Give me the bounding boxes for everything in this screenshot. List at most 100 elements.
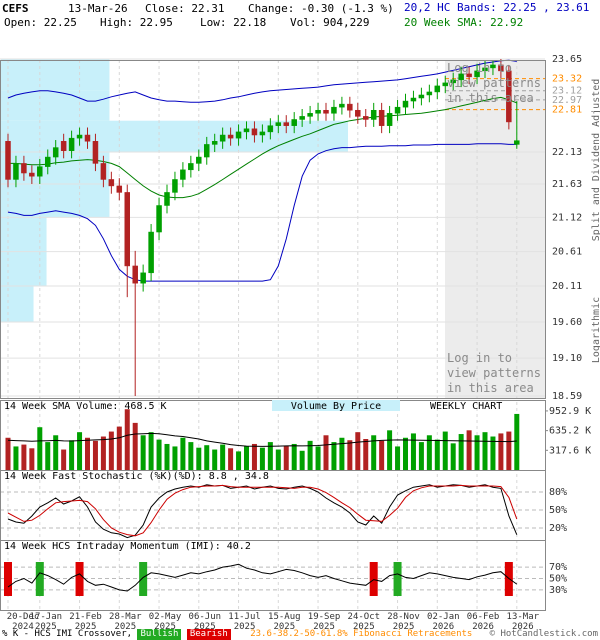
- candle-body: [211, 141, 218, 145]
- y-tick-label: 317.6 K: [549, 445, 591, 456]
- candle-body: [363, 116, 369, 120]
- volume-bar: [5, 437, 11, 470]
- volume-bar: [204, 445, 210, 470]
- vbp-label-bg: [272, 400, 400, 411]
- locked-region: [445, 60, 545, 398]
- x-tick-label: 13-Mar 2026: [506, 612, 540, 632]
- side-label: Split and Dividend Adjusted: [591, 79, 600, 242]
- candle-body: [196, 156, 202, 164]
- candle-body: [84, 134, 91, 142]
- volume-bar: [212, 449, 218, 470]
- volume: Vol: 904,229: [290, 16, 369, 29]
- candle-body: [21, 163, 27, 174]
- volume-bar: [196, 447, 202, 470]
- volume-bar: [228, 448, 234, 470]
- y-tick-label: 50%: [549, 574, 567, 585]
- crossover-signal: [393, 562, 402, 596]
- weekly-label: WEEKLY CHART: [430, 401, 502, 412]
- x-tick-label: 28-Nov 2025: [387, 612, 420, 632]
- volume-bar: [514, 413, 520, 470]
- volume-bar: [339, 437, 345, 470]
- candle-body: [283, 122, 289, 126]
- x-tick-label: 06-Feb 2026: [466, 612, 500, 632]
- crossover-signal: [35, 562, 44, 596]
- open: Open: 22.25: [4, 16, 77, 29]
- volume-bar: [164, 443, 170, 470]
- candle-body: [434, 85, 441, 93]
- candle-body: [116, 185, 123, 193]
- candle-body: [45, 156, 51, 167]
- volume-bar: [156, 439, 162, 470]
- y-tick-label: 20.11: [552, 281, 582, 292]
- candle-body: [450, 79, 456, 84]
- change: Change: -0.30 (-1.3 %): [248, 2, 394, 15]
- candle-body: [60, 141, 67, 151]
- volume-bar: [307, 440, 313, 470]
- volume-bar: [124, 409, 130, 470]
- volume-bar: [132, 422, 138, 470]
- candle-body: [386, 113, 393, 126]
- candle-body: [315, 109, 321, 114]
- candle-body: [172, 179, 178, 193]
- volume-bar: [482, 432, 488, 470]
- candle-body: [243, 128, 250, 133]
- fib-label: 22.97: [552, 95, 582, 106]
- volume-bar: [450, 443, 456, 470]
- locked-notice: Log in to view patterns in this area: [447, 351, 541, 395]
- volume-bar: [77, 432, 83, 470]
- x-tick-label: 17-Jan 2025: [29, 612, 63, 632]
- volume-bar: [331, 442, 337, 470]
- volume-bar: [387, 430, 393, 470]
- fib-key: 23.6-38.2-50-61.8% Fibonacci Retracement…: [250, 629, 473, 639]
- volume-bar: [92, 440, 98, 470]
- copyright: © HotCandlestick.com: [489, 629, 598, 639]
- volume-bar: [85, 437, 90, 470]
- volume-by-price-bar: [1, 285, 34, 322]
- x-tick-label: 02-May 2025: [148, 612, 182, 632]
- candle-body: [339, 103, 345, 108]
- x-tick-label: 28-Mar 2025: [109, 612, 142, 632]
- volume-bar: [442, 431, 448, 470]
- x-tick-label: 21-Feb 2025: [69, 612, 102, 632]
- candle-body: [370, 109, 377, 120]
- volume-bar: [355, 432, 361, 470]
- date: 13-Mar-26: [68, 2, 128, 15]
- volume-bar: [410, 433, 416, 470]
- candle-body: [490, 64, 496, 69]
- volume-by-price-bar: [1, 183, 110, 218]
- y-tick-label: 18.59: [552, 391, 582, 402]
- candle-body: [76, 134, 83, 139]
- volume-bar: [180, 437, 186, 470]
- fib-label: 22.81: [552, 105, 582, 116]
- volume-bar: [172, 446, 178, 470]
- volume-bar: [100, 436, 106, 470]
- crossover-signal: [139, 562, 148, 596]
- x-tick-label: 19-Sep 2025: [307, 612, 341, 632]
- volume-bar: [267, 442, 273, 470]
- stochastic-line: [7, 484, 518, 539]
- volume-by-price-bar: [1, 120, 348, 152]
- candle-body: [140, 272, 146, 284]
- x-tick-label: 24-Oct 2025: [347, 612, 381, 632]
- candle-body: [514, 140, 520, 145]
- high: High: 22.95: [100, 16, 173, 29]
- footer: % K - HCS IMI Crossover, Bullish Bearish…: [2, 629, 598, 640]
- candle-body: [482, 67, 488, 72]
- candle-body: [219, 134, 226, 142]
- candle-body: [251, 128, 258, 136]
- x-tick-label: 20-Dec 2024: [6, 612, 40, 632]
- y-tick-label: 635.2 K: [549, 426, 591, 437]
- candle-body: [458, 73, 464, 81]
- frames: [0, 60, 546, 611]
- candle-body: [204, 144, 210, 158]
- y-tick-label: 19.10: [552, 353, 582, 364]
- volume-bar: [379, 440, 385, 470]
- y-tick-label: 23.65: [552, 54, 582, 65]
- volume-by-price-bar: [1, 90, 110, 121]
- candle-body: [307, 113, 313, 117]
- volume-bar: [69, 440, 75, 470]
- candle-body: [164, 192, 170, 206]
- volume-by-price-bar: [1, 59, 110, 91]
- candle-body: [13, 163, 19, 180]
